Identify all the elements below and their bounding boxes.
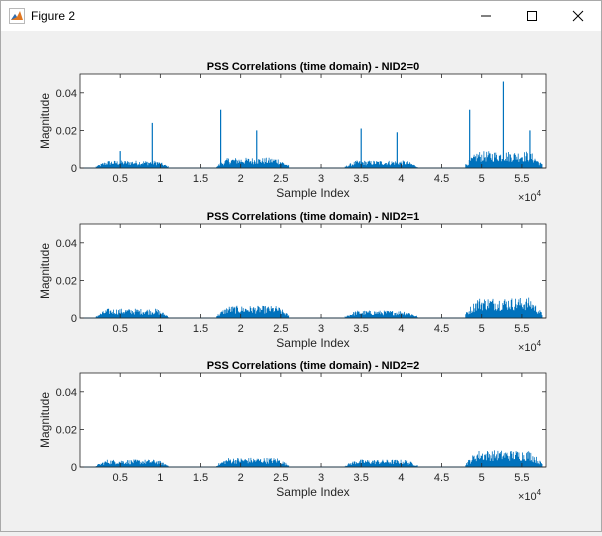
x-exponent-label: ×104 (518, 339, 542, 354)
axes-box (79, 223, 547, 319)
figure-plots: 0.5 1 1.5 2 2.5 3 3.5 4 4.5 5 5.5 0 0.02 0.04 PSS Corr… (38, 61, 547, 503)
x-tick-label: 3.5 (354, 472, 369, 484)
subplot-3: 0.5 1 1.5 2 2.5 3 3.5 4 4.5 5 5.5 0 0.02 0.04 PSS Corr… (38, 360, 547, 503)
subplot-title: PSS Correlations (time domain) - NID2=0 (207, 61, 419, 73)
x-tick-label: 4.5 (434, 472, 449, 484)
y-tick-label: 0.02 (56, 125, 77, 137)
x-tick-label: 4.5 (434, 173, 449, 185)
x-tick-label: 1.5 (193, 472, 208, 484)
axes-background (80, 74, 546, 168)
x-tick-label: 3 (318, 173, 324, 185)
y-axis-label: Magnitude (38, 243, 52, 299)
x-tick-label: 2.5 (273, 472, 288, 484)
subplot-2: 0.5 1 1.5 2 2.5 3 3.5 4 4.5 5 5.5 0 0.02 0.04 PSS Corr… (38, 211, 547, 354)
x-exponent-power: 4 (537, 488, 542, 497)
x-exponent-power: 4 (537, 339, 542, 348)
x-tick-label: 4 (398, 472, 404, 484)
y-tick-label: 0 (71, 313, 77, 325)
y-tick-label: 0.02 (56, 275, 77, 287)
subplot-title: PSS Correlations (time domain) - NID2=1 (207, 211, 419, 223)
y-axis-label: Magnitude (38, 392, 52, 448)
figure-canvas: 0.5 1 1.5 2 2.5 3 3.5 4 4.5 5 5.5 0 0.02 0.04 PSS Corr… (1, 31, 601, 531)
x-axis-label: Sample Index (276, 485, 349, 499)
subplot-1: 0.5 1 1.5 2 2.5 3 3.5 4 4.5 5 5.5 0 0.02 0.04 PSS Corr… (38, 61, 547, 204)
x-tick-label: 2 (238, 472, 244, 484)
x-exponent-power: 4 (537, 189, 542, 198)
title-bar[interactable]: Figure 2 (1, 1, 601, 31)
x-tick-label: 1 (157, 323, 163, 335)
x-tick-label: 3 (318, 472, 324, 484)
x-tick-label: 1.5 (193, 323, 208, 335)
x-tick-label: 5 (479, 323, 485, 335)
axes-background (80, 373, 546, 467)
axes-box (79, 73, 547, 169)
series-segment-4 (465, 151, 543, 168)
x-tick-label: 3 (318, 323, 324, 335)
close-button[interactable] (555, 1, 601, 31)
x-tick-label: 5 (479, 472, 485, 484)
x-axis-label: Sample Index (276, 336, 349, 350)
series-segment-4 (465, 297, 543, 318)
y-tick-label: 0 (71, 163, 77, 175)
x-tick-label: 2.5 (273, 173, 288, 185)
series-segment-4 (465, 450, 543, 467)
y-tick-label: 0 (71, 462, 77, 474)
axes-background (80, 224, 546, 318)
y-tick-label: 0.04 (56, 387, 77, 399)
x-exponent-label: ×104 (518, 189, 542, 204)
x-tick-label: 5.5 (514, 173, 529, 185)
subplot-title: PSS Correlations (time domain) - NID2=2 (207, 360, 419, 372)
x-tick-label: 0.5 (113, 173, 128, 185)
maximize-button[interactable] (509, 1, 555, 31)
y-axis-label: Magnitude (38, 93, 52, 149)
maximize-icon (527, 11, 537, 21)
x-tick-label: 5 (479, 173, 485, 185)
minimize-icon (481, 15, 491, 17)
y-tick-label: 0.02 (56, 424, 77, 436)
x-tick-label: 3.5 (354, 173, 369, 185)
x-tick-label: 0.5 (113, 323, 128, 335)
close-icon (572, 10, 584, 22)
x-tick-label: 1 (157, 173, 163, 185)
x-exponent-label: ×104 (518, 488, 542, 503)
window-title: Figure 2 (31, 9, 76, 23)
matlab-figure-icon (9, 8, 25, 24)
x-tick-label: 4 (398, 173, 404, 185)
y-tick-label: 0.04 (56, 88, 77, 100)
x-tick-label: 2 (238, 323, 244, 335)
x-tick-label: 5.5 (514, 472, 529, 484)
x-tick-label: 2 (238, 173, 244, 185)
y-tick-label: 0.04 (56, 238, 77, 250)
x-axis-label: Sample Index (276, 186, 349, 200)
x-tick-label: 5.5 (514, 323, 529, 335)
x-tick-label: 4.5 (434, 323, 449, 335)
x-tick-label: 3.5 (354, 323, 369, 335)
x-tick-label: 1 (157, 472, 163, 484)
x-tick-label: 4 (398, 323, 404, 335)
minimize-button[interactable] (463, 1, 509, 31)
axes-box (79, 372, 547, 468)
x-tick-label: 0.5 (113, 472, 128, 484)
x-tick-label: 2.5 (273, 323, 288, 335)
x-tick-label: 1.5 (193, 173, 208, 185)
